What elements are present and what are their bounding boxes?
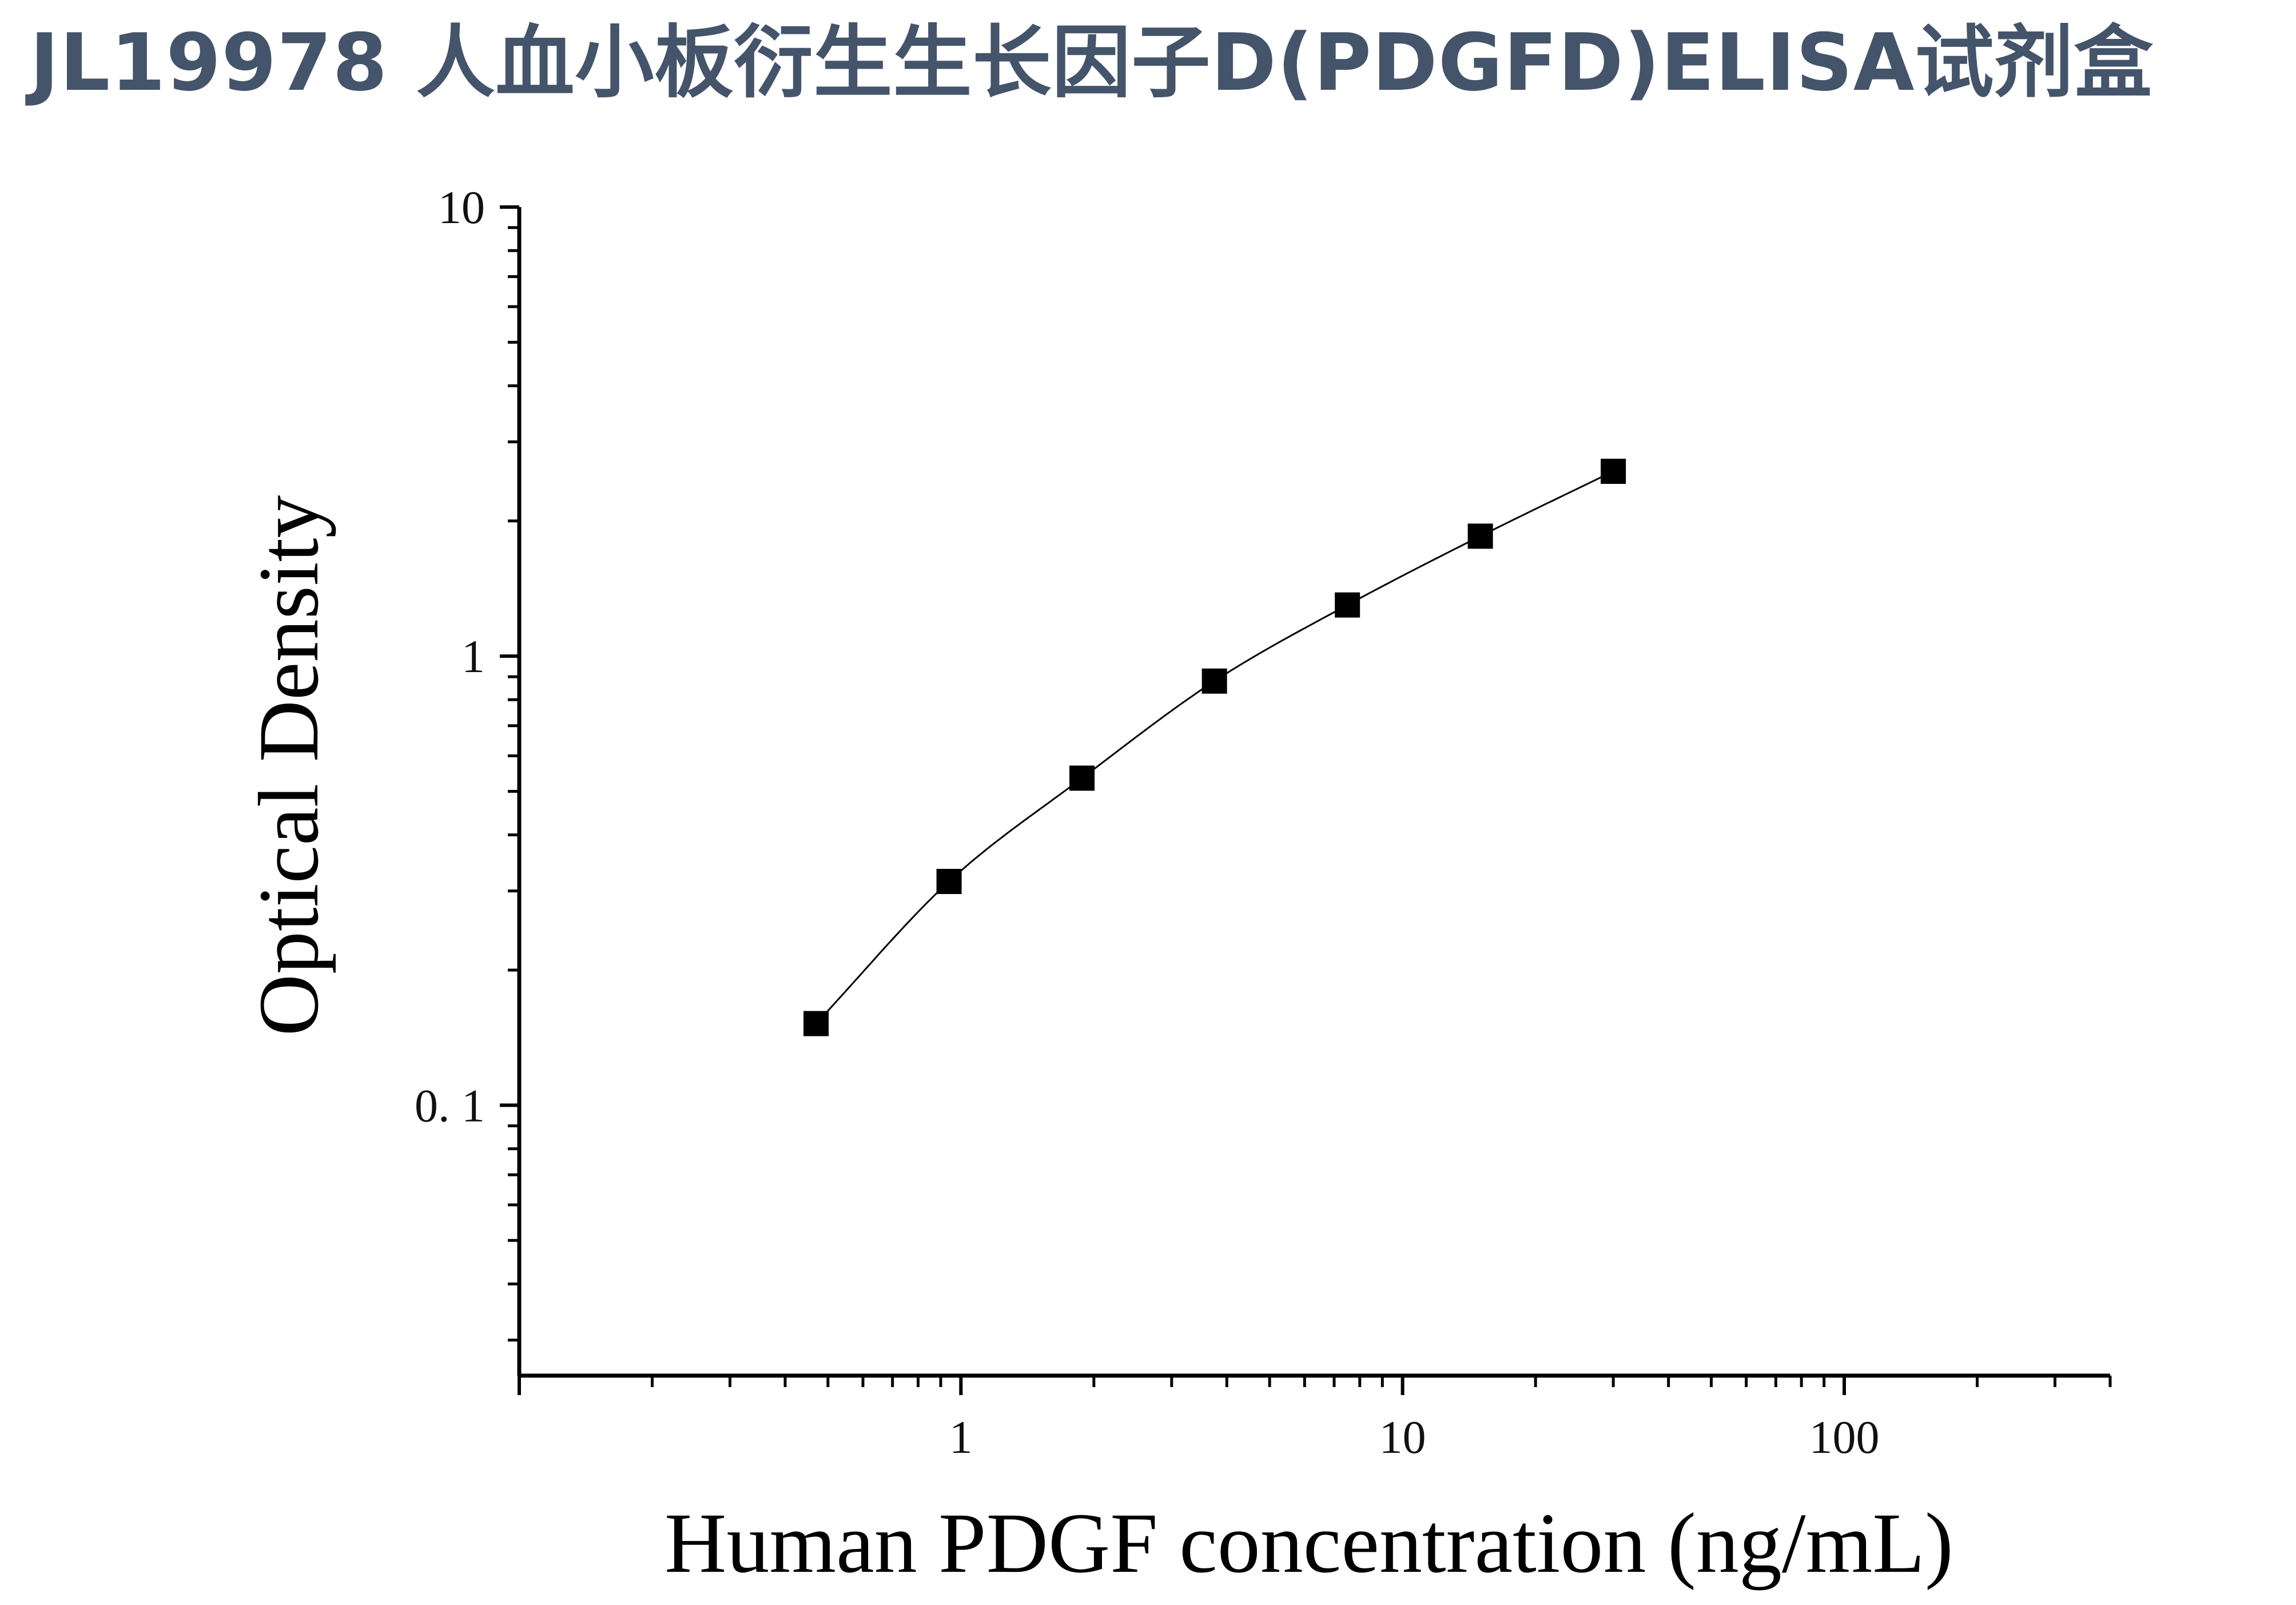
page-title: JL19978 人血小板衍生生长因子D(PDGFD)ELISA试剂盒 <box>30 17 2154 109</box>
data-point <box>803 1011 829 1036</box>
data-point <box>1335 592 1360 618</box>
data-point <box>1069 765 1095 791</box>
y-tick-label: 1 <box>461 630 485 682</box>
x-tick-label: 10 <box>1379 1411 1426 1463</box>
chart-axes <box>517 207 2110 1378</box>
data-point <box>1201 668 1227 694</box>
fit-curve <box>815 470 1614 1024</box>
y-tick-label: 0. 1 <box>415 1079 485 1131</box>
data-point <box>1601 458 1626 484</box>
chart-ticks: 1 10 100 0. 1 1 10 <box>415 181 2112 1463</box>
data-point <box>1467 523 1493 549</box>
y-tick-label: 10 <box>438 181 485 233</box>
fit-curve-group <box>815 470 1614 1024</box>
x-axis-title: Human PDGF concentration (ng/mL) <box>664 1496 1953 1591</box>
x-tick-label: 100 <box>1809 1411 1880 1463</box>
y-axis-title: Optical Density <box>241 495 336 1036</box>
data-points <box>803 458 1626 1036</box>
data-point <box>936 869 962 895</box>
x-tick-label: 1 <box>949 1411 973 1463</box>
